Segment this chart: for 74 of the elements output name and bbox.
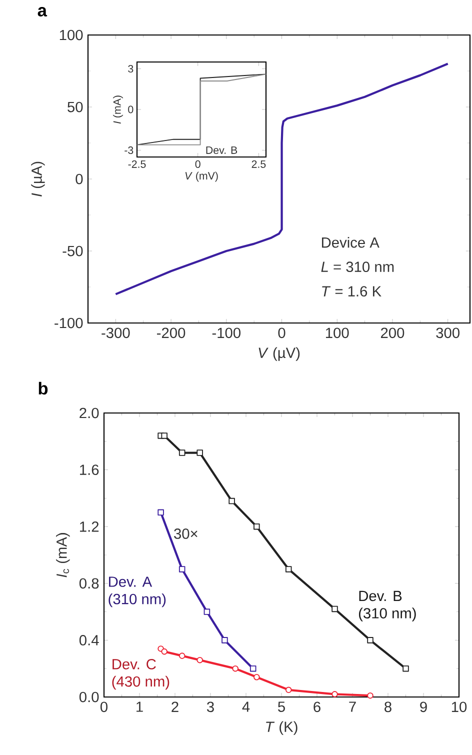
point <box>250 665 256 672</box>
x-tick-label: 5 <box>278 702 285 712</box>
x-tick-label: 9 <box>420 702 427 712</box>
annotation: Dev. B <box>206 146 238 154</box>
annotation: Device A <box>322 236 380 248</box>
y-tick-label: 100 <box>60 30 83 40</box>
point <box>161 648 168 655</box>
point <box>254 523 260 530</box>
x-tick-label: 200 <box>380 328 404 338</box>
series-label: Dev. C (430 nm) <box>112 658 170 690</box>
point <box>367 637 374 644</box>
x-tick-label: 2.5 <box>252 160 266 168</box>
x-tick-label: 10 <box>452 702 467 712</box>
x-tick-label: -100 <box>212 328 240 338</box>
x-tick-label: 8 <box>384 702 392 712</box>
point <box>402 665 409 672</box>
y-tick-label: -100 <box>54 318 83 328</box>
y-axis-title: I (µA) <box>31 162 45 196</box>
point <box>285 686 292 694</box>
x-axis-title: V (mV) <box>185 172 218 182</box>
y-tick-label: 3 <box>128 65 134 73</box>
chart-title: b <box>38 382 48 395</box>
point <box>196 656 203 664</box>
y-tick-label: 2.0 <box>80 408 99 418</box>
point <box>332 606 338 612</box>
point <box>178 652 186 659</box>
x-tick-label: -2.5 <box>128 160 146 168</box>
point <box>204 608 210 615</box>
point <box>196 450 203 456</box>
point <box>222 637 228 644</box>
series-label: Dev. B (310 nm) <box>358 590 416 622</box>
x-tick-label: -300 <box>102 328 130 338</box>
series-label: Dev. A (310 nm) <box>108 576 166 608</box>
x-tick-label: 0 <box>195 160 200 168</box>
y-tick-label: 0.0 <box>79 692 99 702</box>
annotation: T = 1.6 K <box>322 286 382 297</box>
x-tick-label: 4 <box>242 702 250 712</box>
point <box>332 691 338 698</box>
y-tick-label: 50 <box>68 102 83 112</box>
point <box>178 450 186 456</box>
y-axis-title: I$_{c}$ (mA) <box>56 533 70 578</box>
y-tick-label: 0.8 <box>79 578 99 589</box>
y-tick-label: -3 <box>124 146 134 154</box>
x-tick-label: 0 <box>100 702 108 712</box>
point <box>254 674 260 680</box>
x-tick-label: 3 <box>206 702 214 712</box>
x-tick-label: 0 <box>278 328 286 338</box>
point <box>178 566 186 572</box>
y-tick-label: 0 <box>128 106 134 114</box>
y-axis-title: I (mA) <box>113 96 123 124</box>
annotation: 30× <box>174 528 198 539</box>
y-tick-label: 1.6 <box>80 464 99 475</box>
point <box>232 665 238 672</box>
x-axis-title: V (µV) <box>258 347 300 361</box>
x-tick-label: 7 <box>349 702 356 712</box>
x-tick-label: 300 <box>436 328 460 338</box>
point <box>161 432 168 439</box>
point <box>228 498 235 504</box>
x-tick-label: 2 <box>172 702 178 712</box>
x-tick-label: -200 <box>157 328 186 338</box>
x-axis-title: T (K) <box>266 721 298 735</box>
point <box>285 566 292 572</box>
line-series <box>136 74 266 146</box>
annotation: L = 310 nm <box>321 262 394 272</box>
chart-title: a <box>38 7 48 17</box>
x-tick-label: 1 <box>136 702 143 712</box>
point <box>158 509 164 516</box>
y-tick-label: 0 <box>76 174 83 184</box>
y-tick-label: -50 <box>62 246 83 256</box>
x-tick-label: 100 <box>326 328 349 338</box>
y-tick-label: 1.2 <box>80 521 99 532</box>
y-tick-label: 0.4 <box>79 635 99 646</box>
point <box>367 692 374 699</box>
x-tick-label: 6 <box>314 702 320 712</box>
